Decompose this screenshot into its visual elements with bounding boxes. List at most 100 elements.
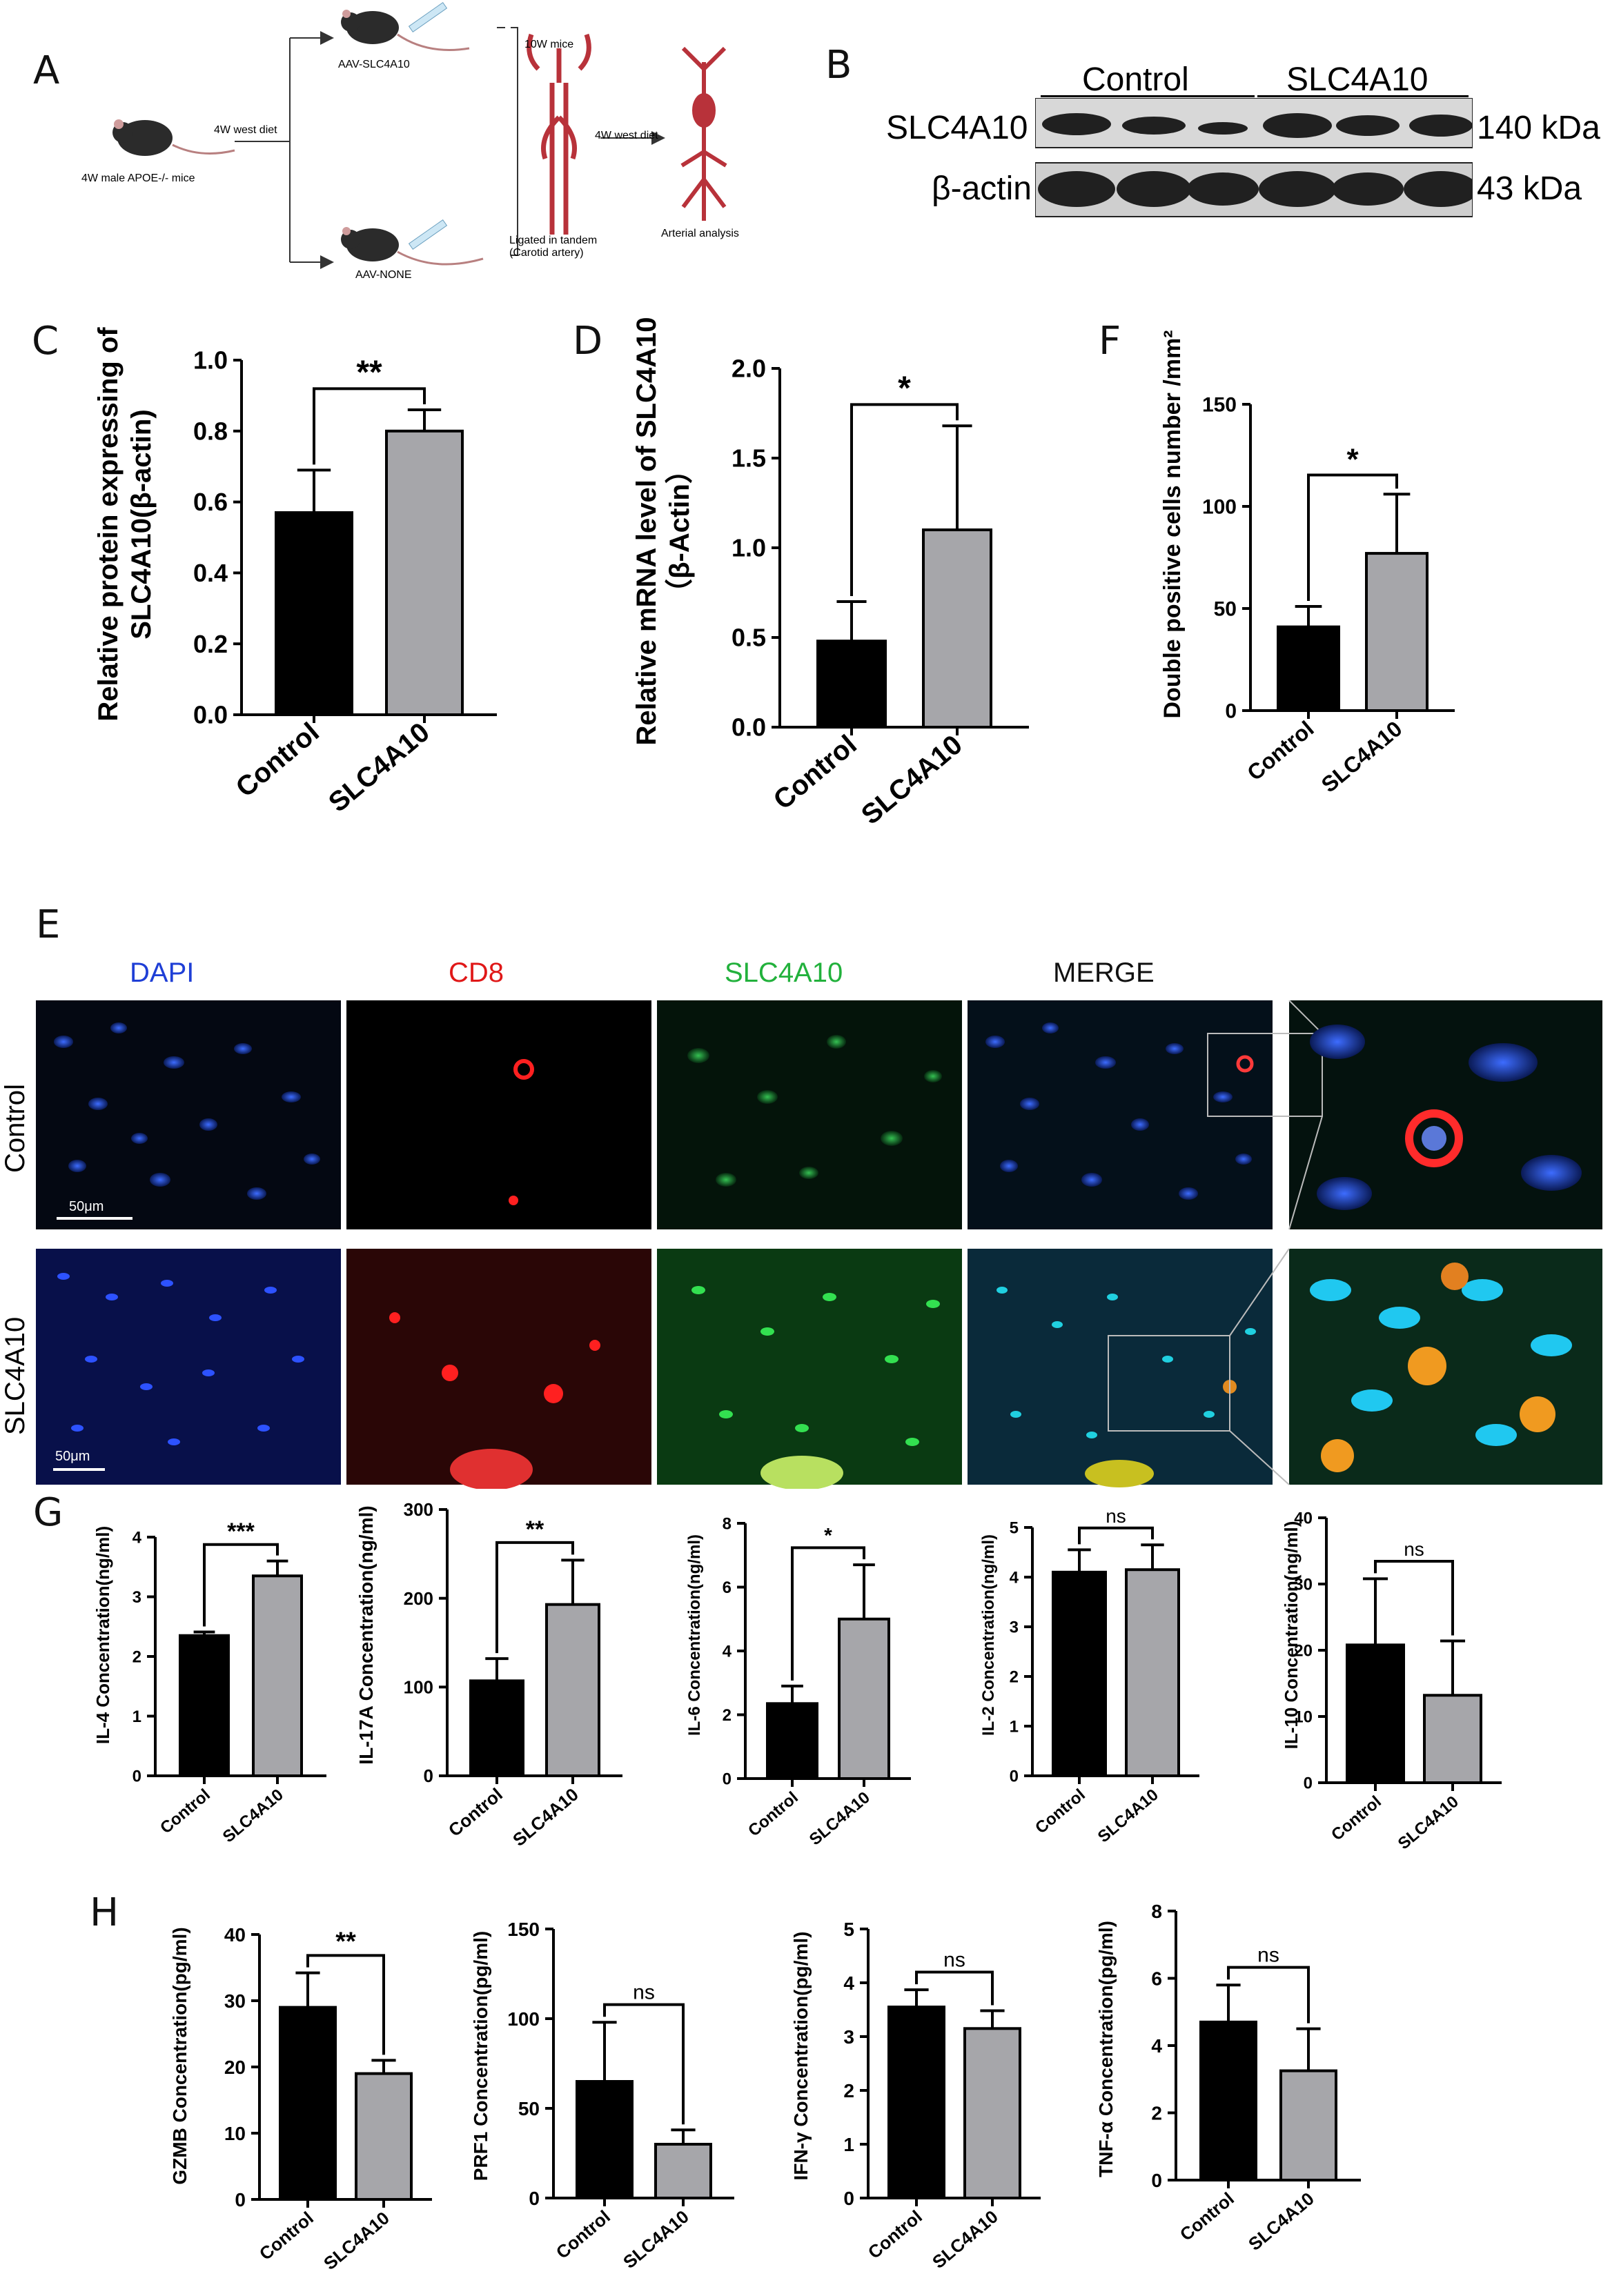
chart-h2-sig-label: ns — [633, 1981, 655, 2004]
chart-d-bar-0 — [816, 640, 887, 729]
chart-h4-category-0: Control — [1176, 2188, 1238, 2245]
chart-h1-category-0: Control — [255, 2208, 317, 2264]
if-control-slc — [657, 1000, 962, 1229]
chart-d-ylabel: Relative mRNA level of SLC4A10 — [631, 317, 662, 746]
panel-letter-h: H — [90, 1890, 119, 1935]
chart-g1-ytick-label: 1 — [132, 1708, 141, 1726]
chart-g5-ytick-label: 40 — [1294, 1509, 1313, 1527]
chart-f-ytick-label: 100 — [1202, 496, 1237, 519]
chart-g2-category-0: Control — [444, 1784, 507, 1841]
chart-h2-ytick-label: 0 — [529, 2188, 540, 2209]
chart-d-sig-label: * — [898, 370, 911, 406]
wb-row2-kda: 43 kDa — [1477, 170, 1582, 207]
chart-g1-category-1: SLC4A10 — [219, 1785, 287, 1846]
chart-h4-ytick-label: 2 — [1151, 2102, 1162, 2124]
chart-d-bar-1 — [922, 528, 992, 729]
chart-g5-ytick-label: 0 — [1304, 1774, 1313, 1792]
chart-h4-bar-1 — [1279, 2069, 1337, 2181]
chart-f-sig-label: * — [1346, 442, 1359, 476]
wb-control-bracket — [1041, 95, 1255, 97]
if-control-cd8 — [346, 1000, 651, 1229]
syringe-icon — [408, 219, 448, 250]
chart-g1-bar-0 — [179, 1634, 230, 1778]
panel-letter-f: F — [1099, 319, 1121, 364]
chart-g3-ylabel: IL-6 Concentration(ng/ml) — [685, 1534, 704, 1736]
chart-h4-sig-bracket — [1227, 1966, 1310, 2023]
chart-h3-ytick-label: 4 — [843, 1972, 854, 1994]
if-control-merge — [968, 1000, 1273, 1229]
if-slc-slc — [657, 1249, 962, 1485]
chart-g3-ytick-label: 0 — [723, 1770, 732, 1788]
wb-row1-label: SLC4A10 — [886, 110, 1028, 146]
schematic-aav-none-label: AAV-NONE — [355, 269, 412, 281]
chart-d-ytick-label: 1.0 — [732, 534, 766, 562]
mouse-start-icon — [112, 119, 235, 156]
chart-h1-category-1: SLC4A10 — [320, 2208, 393, 2274]
panel-letter-b: B — [825, 43, 852, 88]
if-col-merge: MERGE — [1053, 958, 1155, 988]
chart-g4-category-1: SLC4A10 — [1094, 1785, 1162, 1846]
chart-h3-ytick-label: 3 — [843, 2026, 854, 2048]
chart-g1-bar-1 — [252, 1574, 303, 1778]
chart-h3-category-1: SLC4A10 — [928, 2206, 1002, 2273]
chart-c-ylabel: Relative protein expressing of — [93, 327, 124, 722]
chart-d-ytick-label: 0.5 — [732, 624, 766, 652]
wb-row2-label: β-actin — [932, 170, 1032, 207]
chart-c-sig-bracket — [313, 387, 426, 465]
chart-g1-sig-label: *** — [227, 1518, 255, 1545]
chart-d-sig-bracket — [850, 403, 959, 596]
chart-h2-ylabel: PRF1 Concentration(pg/ml) — [470, 1931, 491, 2181]
chart-h1-ylabel: GZMB Concentration(pg/ml) — [169, 1927, 190, 2184]
chart-g5-ylabel: IL-10 Concentration(ng/ml) — [1281, 1521, 1302, 1750]
chart-f-category-0: Control — [1242, 716, 1318, 786]
chart-h3-category-0: Control — [864, 2206, 926, 2263]
chart-c-bar-1 — [385, 429, 464, 716]
chart-g4-ytick-label: 1 — [1010, 1717, 1019, 1736]
panel-letter-g: G — [33, 1490, 63, 1535]
wb-slc-label: SLC4A10 — [1286, 61, 1429, 98]
chart-g3-ytick-label: 2 — [723, 1706, 732, 1725]
chart-g2-bar-1 — [545, 1603, 600, 1777]
chart-g3-category-0: Control — [745, 1788, 802, 1841]
chart-c-category-1: SLC4A10 — [323, 717, 435, 818]
chart-c-ylabel: SLC4A10(β-actin) — [126, 409, 157, 639]
chart-h4-ylabel: TNF-α Concentration(pg/ml) — [1095, 1921, 1117, 2177]
chart-f-ytick-label: 0 — [1225, 700, 1237, 723]
chart-g1-sig-bracket — [203, 1543, 279, 1627]
if-row-control: Control — [0, 1084, 30, 1173]
if-slc-merge — [968, 1249, 1273, 1485]
chart-g2-sig-label: ** — [526, 1516, 544, 1543]
panel-letter-e: E — [36, 902, 61, 947]
chart-g5-category-1: SLC4A10 — [1395, 1792, 1462, 1853]
chart-h2-ytick-label: 100 — [507, 2008, 540, 2030]
chart-h1-ytick-label: 10 — [224, 2123, 246, 2144]
chart-g3-category-1: SLC4A10 — [806, 1788, 874, 1849]
chart-g1-category-0: Control — [157, 1785, 214, 1838]
chart-g3-sig-bracket — [791, 1546, 865, 1681]
chart-g3-bar-0 — [766, 1702, 818, 1780]
chart-g2-ytick-label: 300 — [404, 1499, 433, 1520]
schematic-arterial-label: Arterial analysis — [661, 228, 739, 239]
chart-h2-bar-0 — [576, 2080, 634, 2199]
chart-h1-bar-0 — [279, 2006, 337, 2201]
chart-d-category-1: SLC4A10 — [856, 729, 968, 831]
panel-letter-d: D — [573, 319, 603, 364]
chart-g4-sig-bracket — [1078, 1526, 1154, 1545]
chart-g1-ytick-label: 3 — [132, 1588, 141, 1607]
chart-g1-ytick-label: 4 — [132, 1528, 142, 1547]
chart-h1-ytick-label: 30 — [224, 1990, 246, 2012]
chart-g4-ytick-label: 4 — [1010, 1568, 1019, 1587]
chart-h2-category-1: SLC4A10 — [619, 2206, 693, 2273]
if-scale-control: 50μm — [69, 1199, 104, 1214]
schematic-aav-slc-label: AAV-SLC4A10 — [338, 59, 410, 70]
if-image-grid — [36, 1000, 1602, 1489]
chart-g2-category-1: SLC4A10 — [509, 1784, 582, 1850]
chart-g4-ytick-label: 5 — [1010, 1518, 1019, 1537]
chart-g2-ytick-label: 200 — [404, 1588, 433, 1609]
chart-g3-ytick-label: 4 — [723, 1642, 732, 1661]
chart-c-bar-0 — [275, 511, 353, 717]
chart-h1-sig-label: ** — [335, 1927, 356, 1956]
chart-h3-ytick-label: 0 — [843, 2188, 854, 2209]
chart-g5-ytick-label: 20 — [1294, 1641, 1313, 1660]
chart-f-bar-0 — [1277, 625, 1340, 713]
